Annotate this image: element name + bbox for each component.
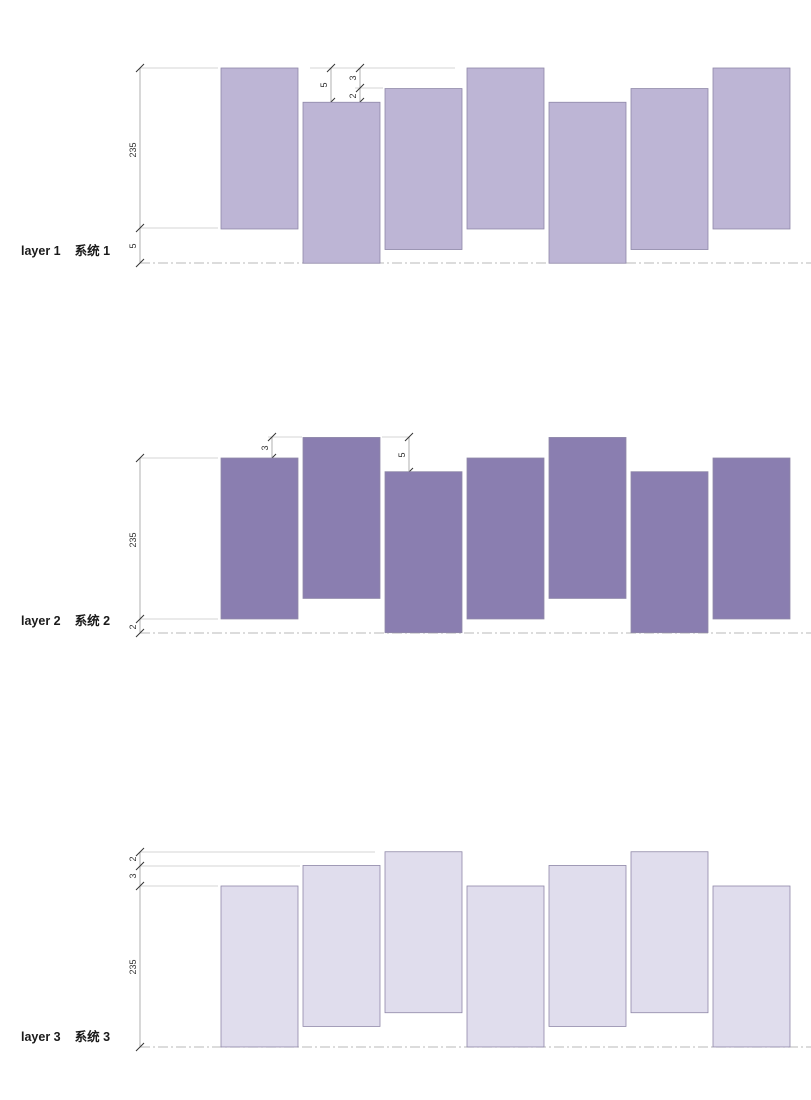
layer-1-tick-top xyxy=(135,63,145,73)
layer-1-panel-7 xyxy=(712,67,791,230)
layer-1-group: layer 1 系统 1 235 5 5 3 2 xyxy=(21,63,811,268)
layer-2-panel-5 xyxy=(548,437,627,599)
layer-2-step-tick-b1 xyxy=(404,432,414,442)
layer-2-panel-6 xyxy=(630,471,709,634)
layer-1-step-tick-a1 xyxy=(326,63,336,73)
layer-3-tick-2 xyxy=(135,861,145,871)
layer-1-step-c-value: 2 xyxy=(348,93,358,98)
layer-1-panels xyxy=(220,67,791,264)
layer-2-step-b-value: 5 xyxy=(397,452,407,457)
layer-1-step-tick-b1 xyxy=(355,63,365,73)
layer-3-panel-3 xyxy=(384,851,463,1014)
layer-2-panel-1 xyxy=(220,457,299,620)
layer-1-panel-3 xyxy=(384,88,463,250)
layer-1-step-tick-b2 xyxy=(355,83,365,93)
layer-1-tick-mid xyxy=(135,223,145,233)
layer-3-tick-3 xyxy=(135,881,145,891)
layer-3-tick-1 xyxy=(135,847,145,857)
layer-1-panel-4 xyxy=(466,67,545,230)
layer-2-panel-7 xyxy=(712,457,791,620)
layer-1-step-a-value: 5 xyxy=(319,82,329,87)
layer-3-label: layer 3 系统 3 xyxy=(21,1029,110,1044)
layer-1-panel-2 xyxy=(302,101,381,264)
layer-2-label: layer 2 系统 2 xyxy=(21,613,110,628)
layer-3-panel-6 xyxy=(630,851,709,1014)
layer-1-panel-1 xyxy=(220,67,299,230)
layer-1-step-b-value: 3 xyxy=(348,75,358,80)
layer-1-panel-5 xyxy=(548,101,627,264)
layer-3-panel-4 xyxy=(466,885,545,1048)
layer-1-tick-bottom xyxy=(135,258,145,268)
layer-1-height-value: 235 xyxy=(128,142,138,157)
layer-2-panel-2 xyxy=(302,437,381,599)
layer-3-panel-1 xyxy=(220,885,299,1048)
layer-2-tick-top xyxy=(135,453,145,463)
layer-2-tick-bottom xyxy=(135,628,145,638)
layer-1-bottom-gap-value: 5 xyxy=(128,243,138,248)
layer-1-label: layer 1 系统 1 xyxy=(21,243,110,258)
layer-2-step-tick-a1 xyxy=(267,432,277,442)
layer-3-top-gap-b-value: 3 xyxy=(128,873,138,878)
layer-2-step-a-value: 3 xyxy=(260,445,270,450)
layer-3-panel-5 xyxy=(548,865,627,1027)
layer-2-group: layer 2 系统 2 235 2 3 5 xyxy=(21,432,811,638)
layer-3-tick-bottom xyxy=(135,1042,145,1052)
layer-3-panel-2 xyxy=(302,865,381,1027)
layer-2-tick-mid xyxy=(135,614,145,624)
layer-3-group: layer 3 系统 3 2 3 235 xyxy=(21,847,811,1052)
layer-3-panel-7 xyxy=(712,885,791,1048)
layer-2-panel-4 xyxy=(466,457,545,620)
layer-2-bottom-gap-value: 2 xyxy=(128,624,138,629)
layer-3-top-gap-a-value: 2 xyxy=(128,856,138,861)
layer-3-height-value: 235 xyxy=(128,959,138,974)
layer-3-panels xyxy=(220,851,791,1048)
layer-2-height-value: 235 xyxy=(128,532,138,547)
layer-2-panel-3 xyxy=(384,471,463,634)
layer-1-panel-6 xyxy=(630,88,709,250)
layer-2-panels xyxy=(220,437,791,634)
